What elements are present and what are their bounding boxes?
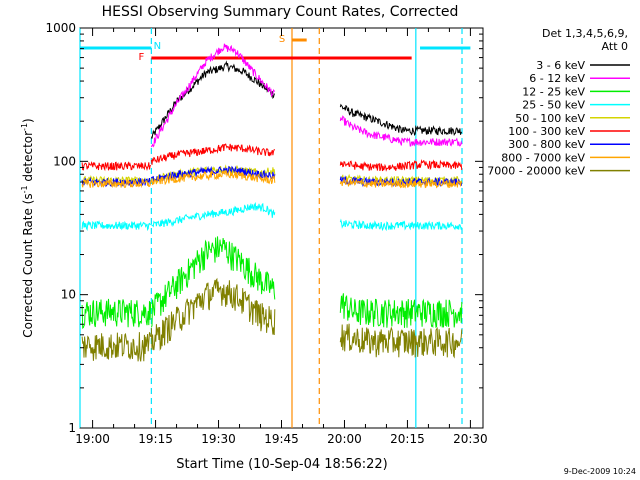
series-line	[150, 43, 463, 148]
legend-entry-label: 100 - 300 keV	[508, 125, 585, 138]
y-tick-label: 1000	[45, 21, 76, 35]
series-line	[81, 169, 463, 189]
x-tick-label: 19:15	[138, 432, 173, 446]
x-tick-label: 20:15	[390, 432, 425, 446]
legend-entry-label: 6 - 12 keV	[529, 72, 585, 85]
series-line	[81, 143, 463, 172]
x-tick-label: 20:30	[453, 432, 488, 446]
legend-header-line2: Att 0	[602, 40, 628, 53]
series-line	[81, 236, 463, 329]
x-axis-label: Start Time (10-Sep-04 18:56:22)	[176, 457, 387, 472]
y-tick-label: 10	[61, 288, 76, 302]
footer-date: 9-Dec-2009 10:24	[564, 467, 636, 476]
flag-label-N: N	[154, 41, 161, 52]
legend-entry-label: 25 - 50 keV	[522, 99, 585, 112]
legend-entry-label: 300 - 800 keV	[508, 138, 585, 151]
x-axis-ticks: 19:00 19:15 19:30 19:45 20:00 20:15 20:30	[75, 28, 488, 446]
chart-title: HESSI Observing Summary Count Rates, Cor…	[102, 4, 459, 20]
flag-label-S: S	[279, 34, 285, 45]
series-line	[150, 60, 463, 139]
series-line	[81, 201, 463, 232]
x-tick-label: 19:30	[201, 432, 236, 446]
flag-bars: F S N	[80, 34, 471, 63]
y-axis-ticks: 1 10 100 1000	[45, 21, 483, 435]
series-line	[81, 277, 463, 362]
legend-entry-label: 50 - 100 keV	[515, 112, 585, 125]
x-tick-label: 20:00	[327, 432, 362, 446]
x-tick-label: 19:00	[75, 432, 110, 446]
legend-entry-label: 12 - 25 keV	[522, 85, 585, 98]
flag-label-F: F	[138, 52, 144, 63]
legend-entry-label: 800 - 7000 keV	[501, 151, 585, 164]
legend-entry-label: 3 - 6 keV	[536, 59, 585, 72]
x-tick-label: 19:45	[264, 432, 299, 446]
y-axis-label: Corrected Count Rate (s-1 detector-1)	[20, 118, 35, 337]
data-series	[81, 43, 463, 362]
legend-entry-label: 7000 - 20000 keV	[487, 165, 585, 178]
y-tick-label: 1	[68, 421, 76, 435]
y-tick-label: 100	[53, 154, 76, 168]
legend-header-line1: Det 1,3,4,5,6,9,	[542, 27, 628, 40]
